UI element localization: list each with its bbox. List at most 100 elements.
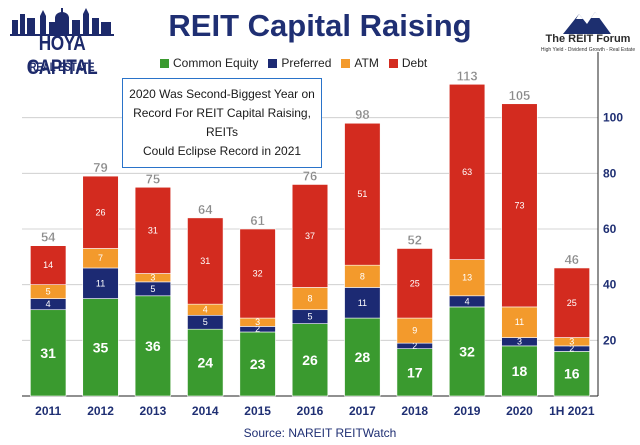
data-label-common-equity-2018: 17 [407,364,423,380]
x-tick-label-2016: 2016 [297,404,324,418]
bar-atm-2019 [448,259,486,297]
bar-debt-2020 [501,103,538,308]
data-label-common-equity-2017: 28 [355,349,371,365]
annotation-box: 2020 Was Second-Biggest Year on Record F… [122,78,322,168]
data-label-preferred-2016: 5 [307,312,312,322]
legend-swatch-common-equity [160,58,169,68]
total-label-2020: 105 [509,88,531,103]
data-label-debt-2020: 73 [514,200,524,210]
x-tick-label-1h-2021: 1H 2021 [549,404,595,418]
bar-common-equity-2018 [396,348,433,397]
legend-item-debt: Debt [388,56,428,70]
data-label-common-equity-2016: 26 [302,352,318,368]
bar-common-equity-2016 [291,323,329,397]
bar-debt-2012 [82,175,119,249]
total-label-2014: 64 [198,202,213,217]
total-label-2018: 52 [407,232,421,247]
data-label-debt-2016: 37 [305,231,315,241]
bar-common-equity-2012 [82,298,119,397]
x-tick-label-2012: 2012 [87,404,114,418]
data-label-common-equity-2011: 31 [40,345,56,361]
data-label-atm-2019: 13 [462,273,472,283]
data-label-preferred-1h-2021: 2 [569,344,574,354]
legend-item-atm: ATM [341,56,379,70]
total-label-2012: 79 [93,160,107,175]
data-label-debt-2012: 26 [96,207,106,217]
forum-name: The REIT Forum [545,33,631,45]
forum-tagline: High Yield - Dividend Growth - Real Esta… [540,47,636,53]
data-label-common-equity-2015: 23 [250,356,266,372]
bar-debt-2013 [134,186,172,274]
data-label-preferred-2018: 2 [412,341,417,351]
y-tick-label-40: 40 [603,278,617,292]
total-label-2016: 76 [303,168,317,183]
data-label-debt-2011: 14 [43,260,53,270]
brand-name: HOYA CAPITAL [26,32,98,79]
data-label-atm-2018: 9 [412,326,417,336]
total-label-2017: 98 [355,107,369,122]
x-tick-label-2013: 2013 [140,404,167,418]
data-label-atm-2015: 3 [255,317,260,327]
data-label-common-equity-2020: 18 [512,363,528,379]
bar-debt-2017 [344,122,381,266]
y-tick-label-100: 100 [603,111,623,125]
x-tick-label-2011: 2011 [35,404,61,418]
data-label-atm-2013: 3 [150,273,155,283]
bar-common-equity-2020 [501,345,538,397]
legend-label-common-equity: Common Equity [173,56,259,70]
data-label-debt-2017: 51 [357,189,367,199]
bar-debt-2019 [448,83,486,260]
data-label-common-equity-2012: 35 [93,339,109,355]
total-label-2015: 61 [250,213,264,228]
data-label-debt-2013: 31 [148,225,158,235]
bar-common-equity-2015 [239,331,276,397]
chart-title: REIT Capital Raising [168,8,472,43]
bar-debt-2016 [291,184,329,288]
data-label-debt-2019: 63 [462,167,472,177]
data-label-atm-2020: 11 [515,317,524,327]
data-label-preferred-2011: 4 [46,299,51,309]
data-label-common-equity-2019: 32 [459,343,475,359]
legend-item-preferred: Preferred [268,56,331,70]
data-label-debt-1h-2021: 25 [567,298,577,308]
y-tick-label-60: 60 [603,222,617,236]
data-label-preferred-2020: 3 [517,337,522,347]
data-label-atm-2014: 4 [203,305,208,315]
x-tick-label-2015: 2015 [244,404,271,418]
total-label-2011: 54 [41,230,56,245]
data-label-preferred-2019: 4 [465,296,470,306]
data-label-atm-1h-2021: 3 [569,337,574,347]
data-label-common-equity-2013: 36 [145,338,161,354]
data-label-atm-2012: 7 [98,253,103,263]
bar-debt-2011 [30,245,67,285]
data-label-debt-2014: 31 [200,256,210,266]
legend-swatch-debt [388,58,398,68]
data-label-atm-2016: 8 [307,294,312,304]
bar-atm-2020 [501,306,538,338]
bar-common-equity-2014 [187,328,224,397]
legend-label-preferred: Preferred [281,56,332,70]
legend-label-atm: ATM [354,56,379,70]
legend-label-debt: Debt [401,56,428,70]
bar-preferred-2012 [82,267,119,299]
data-label-preferred-2013: 5 [150,284,155,294]
data-label-common-equity-1h-2021: 16 [564,366,580,382]
bar-debt-2014 [187,217,224,305]
data-label-atm-2011: 5 [46,287,51,297]
bar-common-equity-1h-2021 [553,351,590,397]
legend-swatch-atm [341,58,351,68]
total-label-1h-2021: 46 [565,252,579,267]
total-label-2019: 113 [457,68,478,83]
bar-common-equity-2011 [30,309,67,397]
bar-debt-2018 [396,248,433,319]
total-label-2013: 75 [146,171,160,186]
brand-subtitle: REAL ESTATE [29,60,95,74]
legend-swatch-preferred [268,58,278,68]
data-label-preferred-2015: 2 [255,324,260,334]
chart-legend: Common Equity Preferred ATM Debt [160,55,427,71]
y-tick-label-80: 80 [603,166,617,180]
data-label-preferred-2017: 11 [358,298,367,308]
x-tick-label-2017: 2017 [349,404,376,418]
